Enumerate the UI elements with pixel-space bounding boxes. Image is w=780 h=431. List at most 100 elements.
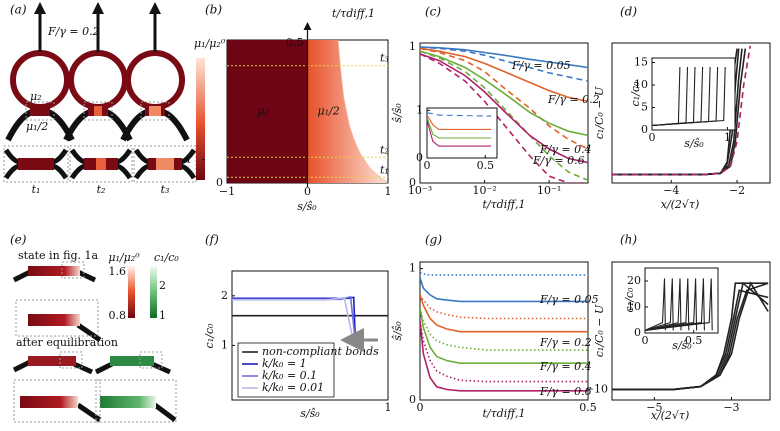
annotation: F/γ = 0.4	[539, 143, 592, 156]
panel-label: (c)	[425, 5, 441, 19]
series-line	[420, 320, 588, 383]
annotation: F/γ = 0.05	[511, 59, 571, 72]
time-label: t₁	[380, 163, 389, 176]
panel-label: (a)	[10, 3, 27, 17]
y-tick-label: 15	[634, 56, 648, 69]
series-line	[232, 296, 355, 344]
y-axis-label: ŝ/ŝ₀	[391, 103, 404, 123]
y-tick-label: 0	[409, 393, 416, 406]
y-axis-label: c₁/C₀ − U	[593, 86, 606, 139]
bond-bar	[28, 356, 76, 366]
y-axis-label: c₁/c₀	[203, 323, 216, 348]
series-line	[420, 50, 588, 137]
strands	[12, 269, 177, 423]
x-axis-label: s/ŝ₀	[297, 200, 317, 213]
annotation: F/γ = 0.2	[547, 93, 600, 106]
x-tick-label: 0	[649, 131, 656, 144]
annotation: F/γ = 0.6	[539, 385, 592, 398]
series-line	[427, 114, 492, 130]
y-axis-label: t/τdiff,1	[332, 7, 375, 20]
region-label: μ₁/2	[318, 105, 340, 118]
state-label: state in fig. 1a	[18, 249, 99, 262]
annotation: F/γ = 0.05	[539, 293, 599, 306]
x-tick-label: −1	[219, 185, 235, 198]
time-label: t₂	[380, 143, 389, 156]
x-tick-label: 0	[424, 159, 431, 172]
series-line	[427, 112, 492, 117]
y-tick-label: −10	[585, 382, 608, 395]
annotation: F/γ = 0.2	[539, 336, 592, 349]
series-line	[420, 53, 588, 164]
mu1-label: μ₁/2	[26, 120, 48, 133]
series-line	[645, 278, 674, 331]
x-axis-label: s/ŝ₀	[672, 339, 692, 352]
x-tick-label: 0	[304, 185, 311, 198]
panel-label: (h)	[620, 233, 637, 247]
legend-label: k/k₀ = 0.01	[262, 381, 324, 394]
y-axis-label: c₁/c₀	[629, 81, 642, 106]
x-tick-label: 0.5	[579, 401, 597, 414]
time-label: t₁	[32, 183, 41, 196]
y-tick-label: 0	[216, 176, 223, 189]
panel-label: (d)	[620, 5, 637, 19]
strands	[5, 109, 190, 142]
y-tick-label: 1	[409, 40, 416, 53]
panel-label: (g)	[425, 233, 442, 247]
x-tick-label: −4	[663, 184, 679, 197]
x-tick-label: 0.5	[685, 334, 703, 347]
zoom-bar	[28, 314, 80, 326]
bond-bars	[30, 106, 165, 116]
y-tick-label: 10	[634, 78, 648, 91]
y-tick-label: 1	[221, 338, 228, 351]
panel-a: (a) F/γ = 0.2	[3, 2, 197, 196]
x-tick-label: 10⁻³	[408, 184, 432, 197]
series-line	[645, 278, 666, 331]
colorbar	[128, 266, 135, 318]
series-line	[420, 307, 588, 351]
series-line	[652, 66, 726, 127]
colorbar-tick: 1.6	[109, 265, 127, 278]
series-line	[645, 278, 682, 331]
y-tick-label: 2	[221, 289, 228, 302]
y-tick-label: 1	[416, 103, 423, 116]
x-tick-label: 1	[385, 185, 392, 198]
y-tick-label: 0	[641, 123, 648, 136]
series-line	[645, 278, 690, 331]
inset-frame	[644, 267, 719, 334]
colorbar-tick: 0.8	[109, 309, 127, 322]
colorbar-label: c₁/c₀	[154, 251, 179, 264]
inset-frame	[426, 107, 498, 159]
x-axis-label: t/τdiff,1	[482, 198, 525, 211]
region-label: μ₂	[257, 105, 269, 118]
series-line	[420, 294, 588, 333]
series-line	[420, 321, 588, 392]
x-tick-label: 0	[642, 334, 649, 347]
x-tick-label: 1	[724, 131, 731, 144]
series-line	[420, 50, 588, 182]
after-label: after equilibration	[16, 336, 118, 349]
zoom-bars	[18, 158, 182, 170]
series-line	[420, 47, 588, 103]
y-tick-label: 0	[634, 326, 641, 339]
y-tick-label: 20	[627, 274, 641, 287]
mu2-label: μ₂	[30, 90, 42, 103]
y-axis-label: c₁/c₀	[623, 287, 636, 312]
force-label: F/γ = 0.2	[47, 25, 100, 38]
arrow-heads	[34, 2, 161, 14]
series-line	[612, 281, 769, 391]
panel-label: (f)	[205, 233, 219, 247]
panel-label: (b)	[205, 3, 222, 17]
zoom-bar	[20, 396, 78, 408]
y-tick-label: 0	[409, 176, 416, 189]
time-label: t₂	[97, 183, 106, 196]
x-tick-label: −3	[723, 401, 739, 414]
x-tick-label: −5	[646, 401, 662, 414]
colorbar-tick: 1	[159, 309, 166, 322]
annotation: F/γ = 0.4	[539, 360, 592, 373]
y-tick-label: 5	[641, 101, 648, 114]
axis-arrow	[303, 22, 312, 30]
y-tick-label: 0	[416, 151, 423, 164]
annotation: F/γ = 0.6	[532, 154, 585, 167]
series-line	[420, 46, 588, 82]
